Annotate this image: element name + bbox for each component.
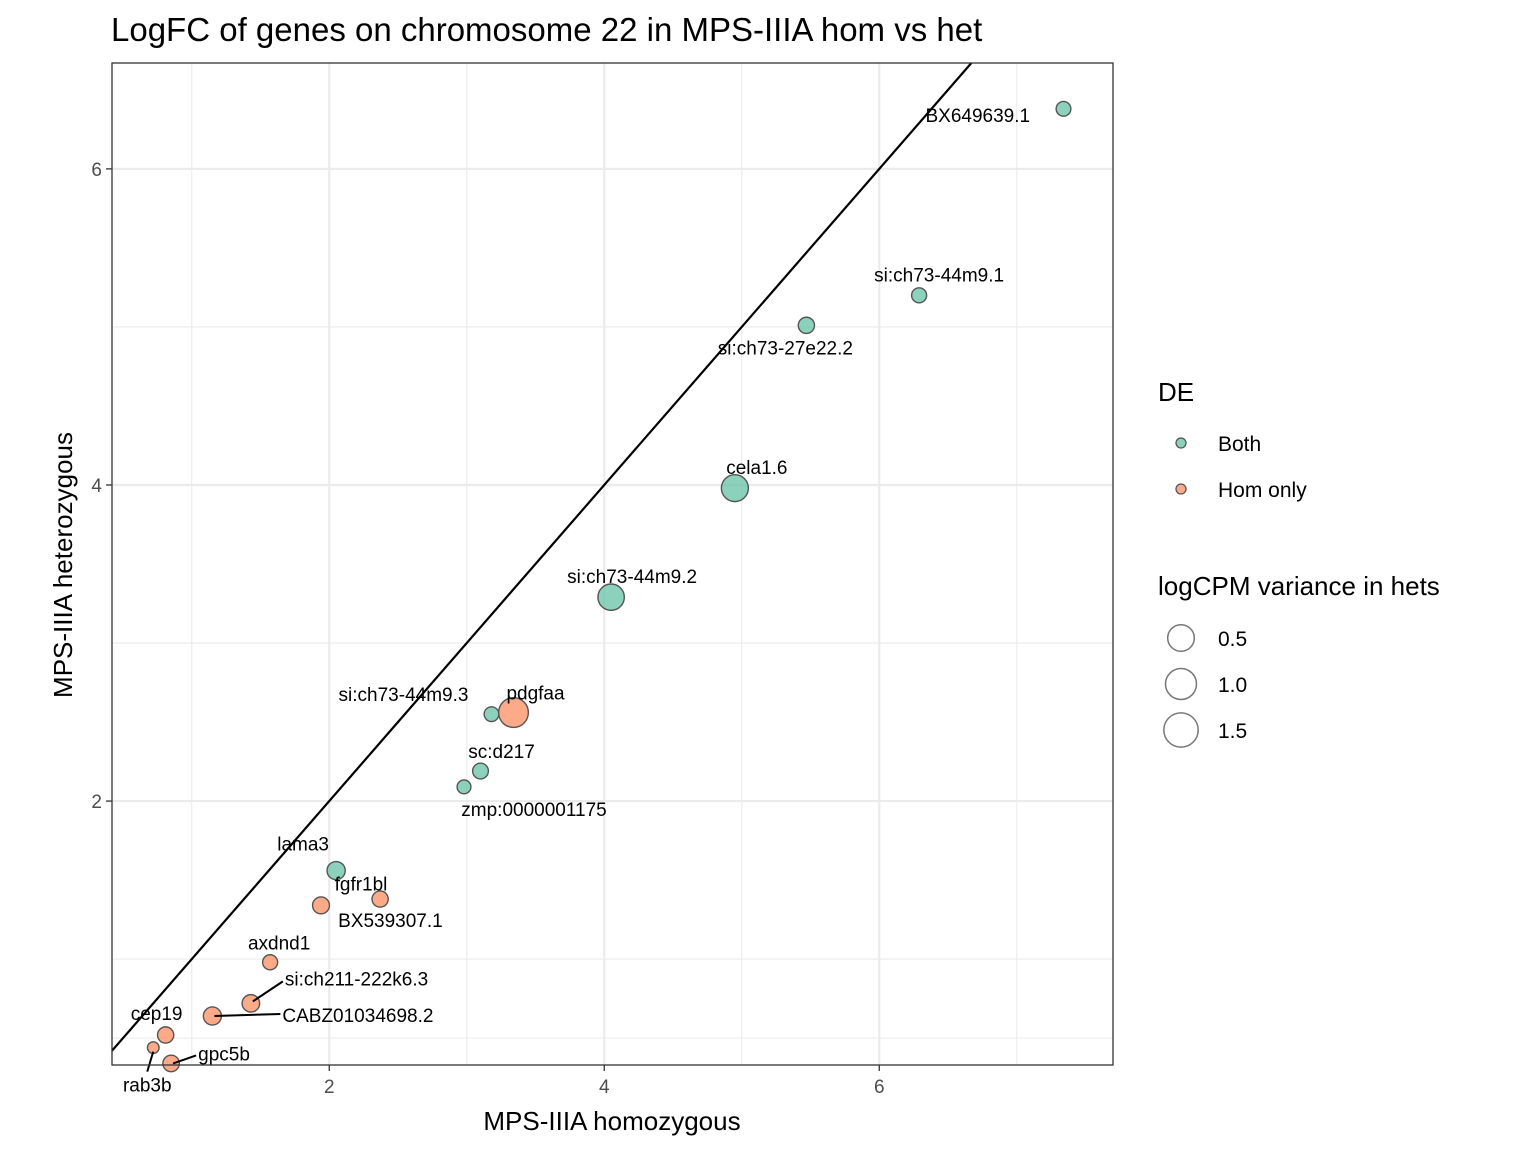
label-leader-line bbox=[252, 980, 284, 1003]
point-label: si:ch73-44m9.3 bbox=[339, 685, 469, 706]
legend-size-label: 1.5 bbox=[1218, 720, 1247, 743]
points-layer bbox=[146, 100, 1072, 1073]
legend-de-label: Hom only bbox=[1218, 479, 1307, 502]
point-label: fgfr1bl bbox=[335, 874, 388, 895]
point-label: rab3b bbox=[123, 1076, 172, 1097]
legend-de-key bbox=[1175, 483, 1187, 495]
legend-size-key bbox=[1164, 667, 1198, 701]
point-label: lama3 bbox=[277, 835, 329, 856]
point-label: zmp:0000001175 bbox=[461, 800, 606, 821]
y-axis-ticks: 2 4 6 bbox=[91, 160, 112, 813]
legend-de-title: DE bbox=[1158, 377, 1194, 407]
point-label: BX539307.1 bbox=[338, 911, 443, 932]
data-point bbox=[910, 287, 928, 304]
point-label: axdnd1 bbox=[248, 933, 310, 954]
data-point bbox=[162, 1054, 181, 1073]
x-axis-label: MPS-IIIA homozygous bbox=[483, 1106, 740, 1136]
data-point bbox=[311, 896, 331, 915]
panel-border bbox=[111, 62, 1114, 1066]
chart-title: LogFC of genes on chromosome 22 in MPS-I… bbox=[111, 11, 982, 48]
data-point bbox=[483, 706, 500, 723]
y-axis-label: MPS-IIIA heterozygous bbox=[48, 432, 78, 698]
point-label: si:ch73-27e22.2 bbox=[718, 338, 853, 359]
identity-line bbox=[111, 62, 973, 1052]
data-point bbox=[471, 762, 490, 780]
point-label: pdgfaa bbox=[506, 684, 565, 705]
legend-size-label: 0.5 bbox=[1218, 628, 1247, 651]
legend-de-key bbox=[1175, 437, 1187, 449]
grid bbox=[112, 63, 1113, 1065]
y-tick-label: 2 bbox=[91, 792, 102, 813]
label-leader-line bbox=[172, 1054, 197, 1065]
point-label: si:ch73-44m9.2 bbox=[567, 567, 697, 588]
y-tick-label: 4 bbox=[91, 476, 102, 497]
label-leader-line bbox=[214, 1013, 281, 1018]
label-leader-line bbox=[146, 1051, 155, 1072]
legend-de-entries: Both Hom only bbox=[1175, 433, 1307, 502]
x-axis-ticks: 2 4 6 bbox=[324, 1065, 885, 1098]
data-point bbox=[720, 473, 750, 503]
legend-de-label: Both bbox=[1218, 433, 1261, 456]
data-point bbox=[1055, 100, 1072, 117]
legend-size-title: logCPM variance in hets bbox=[1158, 571, 1440, 601]
x-tick-label: 2 bbox=[324, 1077, 335, 1098]
legend-size-entries: 0.5 1.0 1.5 bbox=[1163, 623, 1247, 748]
point-label: BX649639.1 bbox=[926, 106, 1031, 127]
point-label: cela1.6 bbox=[726, 458, 787, 479]
x-tick-label: 4 bbox=[599, 1077, 610, 1098]
data-point bbox=[797, 316, 816, 335]
data-point bbox=[597, 583, 626, 612]
data-point bbox=[326, 860, 346, 881]
point-label: si:ch73-44m9.1 bbox=[874, 265, 1004, 286]
point-label: CABZ01034698.2 bbox=[282, 1006, 433, 1027]
legend-size-key bbox=[1166, 623, 1196, 653]
data-point bbox=[241, 993, 261, 1013]
point-labels-layer: BX649639.1 si:ch73-44m9.1 si:ch73-27e22.2 c… bbox=[123, 106, 1030, 1097]
x-tick-label: 6 bbox=[874, 1077, 885, 1098]
data-point bbox=[456, 779, 472, 795]
point-label: cep19 bbox=[131, 1004, 183, 1025]
point-label: si:ch211-222k6.3 bbox=[285, 969, 428, 990]
data-point bbox=[261, 954, 279, 971]
data-point bbox=[371, 890, 389, 908]
point-label: sc:d217 bbox=[468, 742, 535, 763]
point-label: gpc5b bbox=[198, 1044, 250, 1065]
y-tick-label: 6 bbox=[91, 160, 102, 181]
legend-size-label: 1.0 bbox=[1218, 674, 1247, 697]
legend-size-key bbox=[1163, 712, 1199, 748]
data-point bbox=[156, 1026, 175, 1044]
